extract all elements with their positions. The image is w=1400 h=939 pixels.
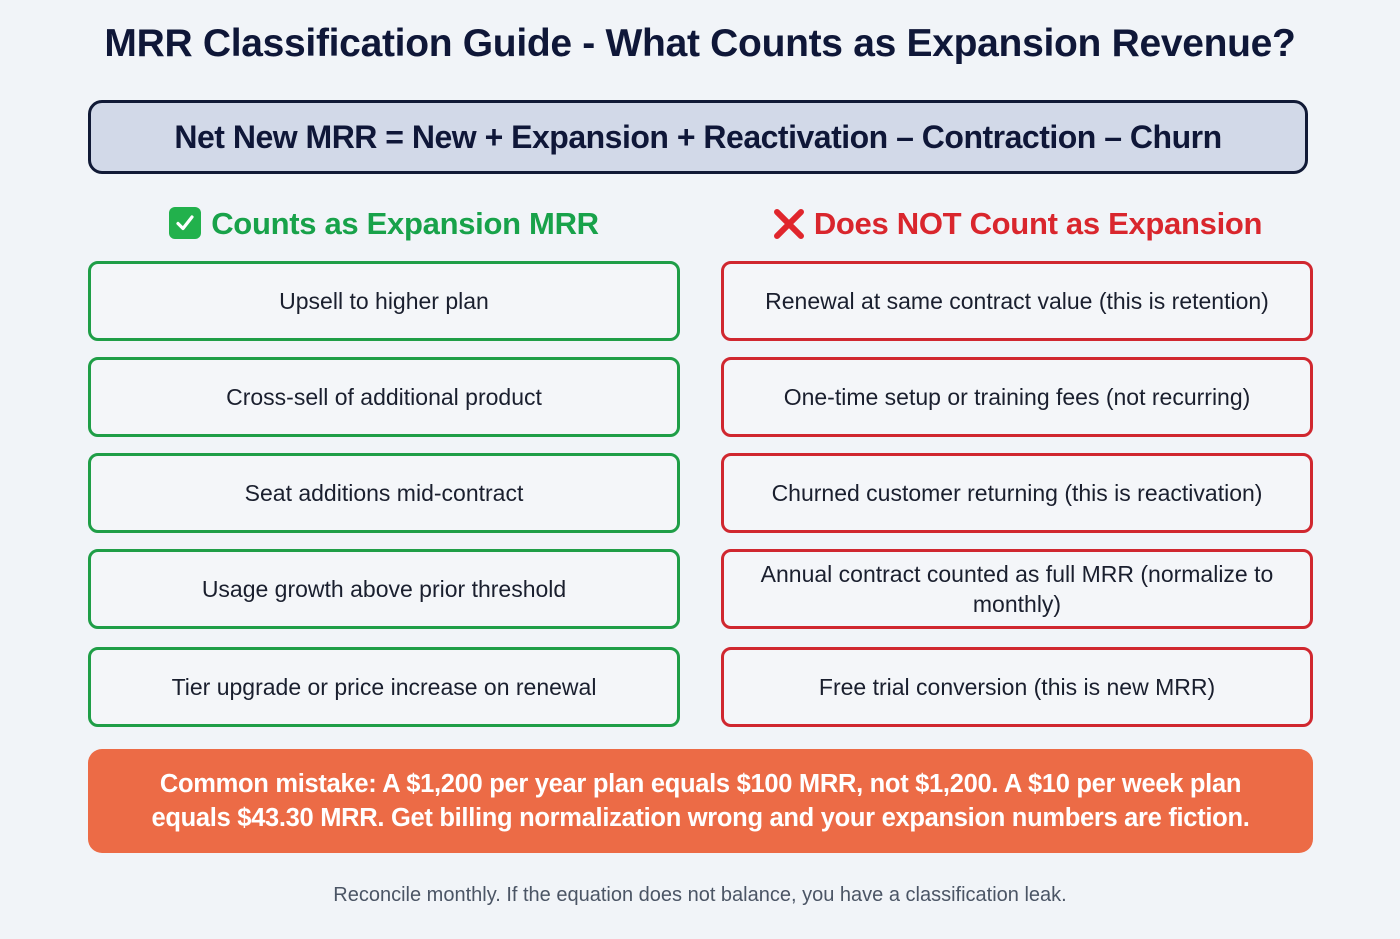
not-counts-header-label: Does NOT Count as Expansion (813, 206, 1263, 241)
counts-item-text: Cross-sell of additional product (226, 384, 542, 410)
counts-item-card: Seat additions mid-contract (88, 453, 680, 533)
callout-text: Common mistake: A $1,200 per year plan e… (151, 770, 1250, 832)
not-counts-item-card: Free trial conversion (this is new MRR) (721, 647, 1313, 727)
not-counts-item-text: Free trial conversion (this is new MRR) (818, 674, 1216, 700)
footer-note: Reconcile monthly. If the equation does … (333, 884, 1067, 906)
not-counts-item-card: Annual contract counted as full MRR (nor… (721, 549, 1313, 629)
not-counts-item-text: Churned customer returning (this is reac… (771, 480, 1263, 506)
counts-item-card: Usage growth above prior threshold (88, 549, 680, 629)
counts-column-header: Counts as Expansion MRR (88, 202, 680, 246)
counts-item-card: Upsell to higher plan (88, 261, 680, 341)
page-title: MRR Classification Guide - What Counts a… (104, 22, 1296, 65)
counts-item-text: Usage growth above prior threshold (201, 576, 567, 602)
not-counts-item-text: Renewal at same contract value (this is … (765, 288, 1269, 314)
counts-item-card: Cross-sell of additional product (88, 357, 680, 437)
mrr-equation-box: Net New MRR = New + Expansion + Reactiva… (88, 100, 1308, 174)
counts-item-text: Upsell to higher plan (279, 288, 489, 314)
counts-item-text: Seat additions mid-contract (244, 480, 524, 506)
equation-text: Net New MRR = New + Expansion + Reactiva… (174, 118, 1222, 155)
not-counts-item-card: Renewal at same contract value (this is … (721, 261, 1313, 341)
not-counts-item-card: Churned customer returning (this is reac… (721, 453, 1313, 533)
check-mark-icon (169, 207, 202, 239)
counts-header-label: Counts as Expansion MRR (211, 206, 599, 241)
not-counts-column-header: Does NOT Count as Expansion (721, 202, 1313, 246)
not-counts-item-text: One-time setup or training fees (not rec… (783, 384, 1251, 410)
cross-mark-icon (772, 207, 806, 241)
not-counts-item-card: One-time setup or training fees (not rec… (721, 357, 1313, 437)
counts-item-card: Tier upgrade or price increase on renewa… (88, 647, 680, 727)
common-mistake-callout: Common mistake: A $1,200 per year plan e… (88, 749, 1313, 853)
not-counts-item-text: Annual contract counted as full MRR (nor… (760, 561, 1274, 617)
counts-item-text: Tier upgrade or price increase on renewa… (171, 674, 597, 700)
